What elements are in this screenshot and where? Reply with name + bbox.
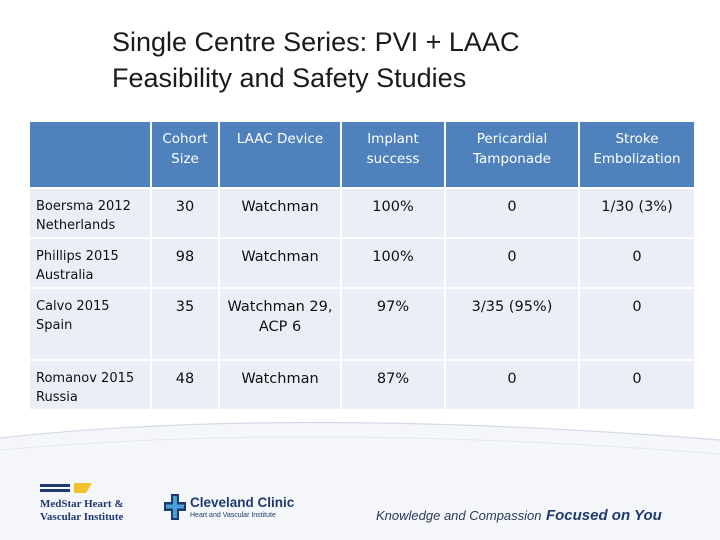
cohort-size-cell: 98	[152, 239, 218, 287]
laac-device-cell: Watchman	[220, 239, 340, 287]
study-name-cell: Calvo 2015 Spain	[30, 289, 150, 359]
implant-success-cell: 100%	[342, 189, 444, 237]
studies-table: Cohort Size LAAC Device Implant success …	[28, 120, 696, 411]
medstar-name-line2: Vascular Institute	[40, 511, 124, 523]
medstar-logo: MedStar Heart & Vascular Institute	[40, 482, 150, 526]
cleveland-cross-icon	[164, 494, 186, 520]
slide-title-line1: Single Centre Series: PVI + LAAC	[112, 27, 520, 57]
study-name-cell: Boersma 2012 Netherlands	[30, 189, 150, 237]
implant-success-cell: 100%	[342, 239, 444, 287]
tagline-bold: Focused on You	[545, 507, 662, 524]
stroke-embolization-cell: 0	[580, 239, 694, 287]
header-pericardial-tamponade: Pericardial Tamponade	[446, 122, 578, 187]
study-name-cell: Romanov 2015 Russia	[30, 361, 150, 409]
medstar-star-icon	[40, 483, 92, 493]
laac-device-cell: Watchman	[220, 189, 340, 237]
laac-device-cell: Watchman 29, ACP 6	[220, 289, 340, 359]
tagline-light: Knowledge and Compassion	[376, 508, 542, 523]
header-cohort-size: Cohort Size	[152, 122, 218, 187]
implant-success-cell: 97%	[342, 289, 444, 359]
stroke-embolization-cell: 1/30 (3%)	[580, 189, 694, 237]
table-row: Calvo 2015 Spain 35 Watchman 29, ACP 6 9…	[30, 289, 694, 359]
table-row: Phillips 2015 Australia 98 Watchman 100%…	[30, 239, 694, 287]
header-implant-success: Implant success	[342, 122, 444, 187]
header-stroke-embolization: Stroke Embolization	[580, 122, 694, 187]
tagline: Knowledge and Compassion Focused on You	[376, 507, 662, 525]
stroke-embolization-cell: 0	[580, 361, 694, 409]
pericardial-tamponade-cell: 0	[446, 239, 578, 287]
cohort-size-cell: 30	[152, 189, 218, 237]
cleveland-sub: Heart and Vascular Institute	[190, 512, 276, 519]
slide-title: Single Centre Series: PVI + LAAC Feasibi…	[112, 24, 672, 96]
table-row: Romanov 2015 Russia 48 Watchman 87% 0 0	[30, 361, 694, 409]
header-laac-device: LAAC Device	[220, 122, 340, 187]
pericardial-tamponade-cell: 3/35 (95%)	[446, 289, 578, 359]
slide-title-line2: Feasibility and Safety Studies	[112, 63, 467, 93]
table-header-row: Cohort Size LAAC Device Implant success …	[30, 122, 694, 187]
cleveland-name: Cleveland Clinic	[190, 495, 295, 510]
header-cell-empty	[30, 122, 150, 187]
cleveland-clinic-logo: Cleveland Clinic Heart and Vascular Inst…	[164, 494, 314, 528]
laac-device-cell: Watchman	[220, 361, 340, 409]
pericardial-tamponade-cell: 0	[446, 189, 578, 237]
cohort-size-cell: 35	[152, 289, 218, 359]
implant-success-cell: 87%	[342, 361, 444, 409]
cohort-size-cell: 48	[152, 361, 218, 409]
pericardial-tamponade-cell: 0	[446, 361, 578, 409]
study-name-cell: Phillips 2015 Australia	[30, 239, 150, 287]
stroke-embolization-cell: 0	[580, 289, 694, 359]
table-row: Boersma 2012 Netherlands 30 Watchman 100…	[30, 189, 694, 237]
medstar-name-line1: MedStar Heart &	[40, 498, 124, 510]
